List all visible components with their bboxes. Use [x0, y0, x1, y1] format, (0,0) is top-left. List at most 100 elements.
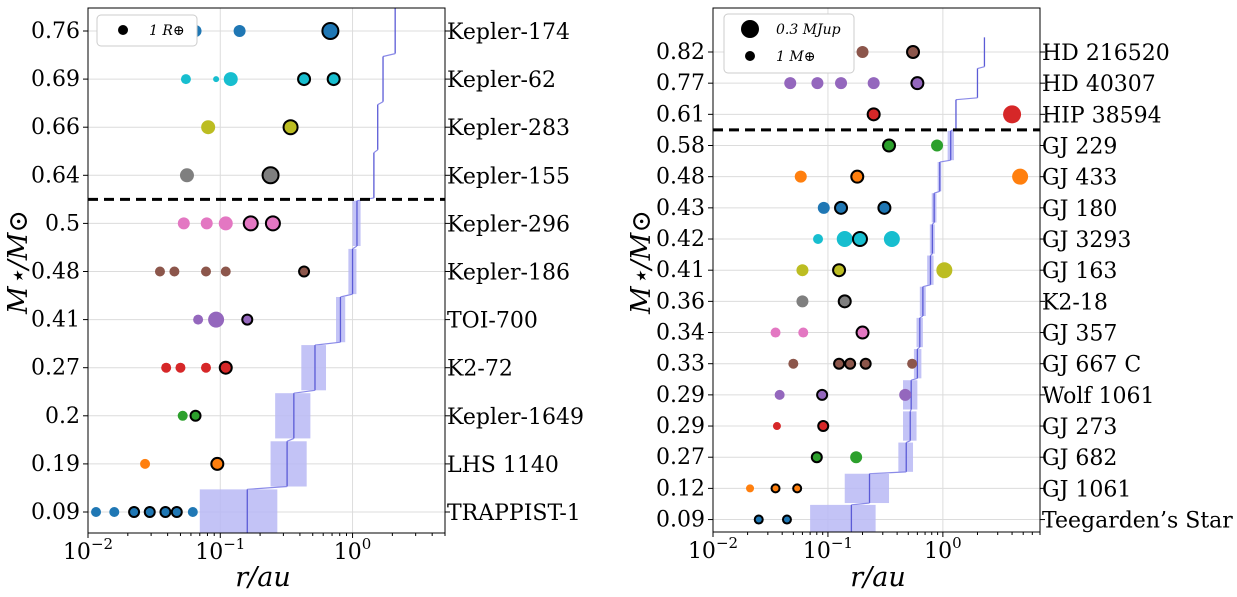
planet-marker-kepler-1649 [189, 409, 202, 422]
ytick-label: 0.76 [31, 19, 80, 44]
ytick-label: 0.77 [656, 71, 705, 96]
planet-marker-gj-163 [936, 262, 953, 279]
ytick-label: 0.27 [31, 356, 80, 381]
planet-marker-gj-3293 [883, 231, 900, 248]
ytick-label: 0.5 [45, 211, 80, 236]
ytick-label: 0.29 [656, 414, 705, 439]
planet-marker-gj-433 [794, 170, 807, 183]
planet-marker-toi-700 [193, 314, 204, 325]
planet-marker-lhs-1140 [140, 458, 151, 469]
xtick-label: 10−1 [195, 535, 245, 565]
planet-marker-gj-163 [832, 263, 847, 278]
planet-marker-gj-667-c [788, 358, 799, 369]
ytick-label: 0.69 [31, 67, 80, 92]
habitable-zone-connector [352, 245, 358, 250]
habitable-zone-connector [905, 440, 911, 444]
planet-marker-gj-180 [877, 200, 892, 215]
legend-label: 1 R⊕ [149, 23, 185, 39]
habitable-zone-connector [939, 159, 951, 163]
planet-marker-hip-38594 [1003, 105, 1022, 124]
planet-marker-gj-229 [931, 139, 944, 152]
planet-marker-gj-1061 [746, 484, 755, 493]
planet-marker-kepler-296 [218, 216, 233, 231]
habitable-zone-connector [293, 389, 316, 394]
planet-marker-kepler-186 [154, 266, 165, 277]
system-label-k2-72: K2-72 [447, 357, 513, 382]
planet-marker-gj-682 [810, 451, 823, 464]
x-axis-label: r/au [235, 562, 291, 593]
planet-marker-kepler-296 [242, 215, 259, 232]
ytick-label: 0.48 [31, 260, 80, 285]
planet-marker-k2-18 [796, 295, 809, 308]
planet-marker-kepler-186 [298, 265, 311, 278]
xtick-label: 10−2 [688, 534, 738, 564]
gridlines [713, 8, 1040, 532]
system-label-wolf-1061: Wolf 1061 [1042, 384, 1155, 409]
planet-marker-gj-667-c [859, 357, 872, 370]
habitable-zone-trappist-1 [199, 489, 278, 533]
system-label-gj-229: GJ 229 [1042, 135, 1117, 160]
xtick-label: 100 [924, 534, 962, 564]
system-label-gj-682: GJ 682 [1042, 446, 1117, 471]
planet-marker-toi-700 [208, 311, 225, 328]
planet-marker-kepler-174 [321, 22, 340, 40]
planet-marker-hd-40307 [784, 77, 797, 90]
chart-panel-1: 0.76 Kepler-174 0.69 Kepler-62 0.66 Kepler-28… [3, 7, 584, 593]
system-label-hip-38594: HIP 38594 [1042, 103, 1162, 128]
ytick-label: 0.12 [656, 476, 705, 501]
planet-marker-gj-433 [850, 169, 865, 184]
habitable-zone-connector [382, 53, 396, 58]
ytick-label: 0.41 [656, 258, 705, 283]
planet-marker-gj-180 [817, 201, 830, 214]
system-label-hd-216520: HD 216520 [1042, 41, 1170, 66]
planet-marker-hd-40307 [867, 77, 880, 90]
system-label-gj-1061: GJ 1061 [1042, 477, 1131, 502]
ytick-label: 0.29 [656, 383, 705, 408]
planet-marker-kepler-62 [223, 72, 238, 87]
x-axis-label: r/au [850, 562, 906, 593]
planet-marker-gj-180 [834, 200, 849, 215]
habitable-zone-connector [247, 485, 288, 490]
habitable-zone-connector [314, 341, 341, 346]
planet-marker-kepler-296 [264, 215, 281, 232]
planet-marker-gj-1061 [770, 483, 781, 494]
system-label-gj-357: GJ 357 [1042, 322, 1117, 347]
habitable-zone-connector [851, 502, 870, 506]
xtick-label: 10−1 [803, 534, 853, 564]
ytick-label: 0.66 [31, 115, 80, 140]
ytick-label: 0.48 [656, 165, 705, 190]
system-label-kepler-174: Kepler-174 [447, 20, 570, 45]
planet-marker-kepler-62 [180, 74, 191, 85]
ytick-label: 0.09 [656, 508, 705, 533]
planet-marker-kepler-1649 [177, 410, 188, 421]
planet-marker-teegarden-s-star [753, 514, 764, 525]
system-label-kepler-62: Kepler-62 [447, 68, 556, 93]
ytick-label: 0.43 [656, 196, 705, 221]
planet-marker-hd-216520 [906, 45, 921, 59]
planet-marker-gj-273 [817, 420, 830, 433]
planets [91, 22, 341, 518]
planet-marker-trappist-1 [187, 507, 198, 517]
planet-marker-kepler-174 [233, 25, 246, 37]
planet-marker-hd-40307 [910, 76, 925, 91]
planet-marker-kepler-62 [297, 72, 312, 87]
legend-box [96, 14, 198, 47]
habitable-zones [810, 37, 986, 532]
planet-marker-kepler-283 [201, 120, 216, 135]
habitable-zone-connector [931, 222, 935, 225]
system-label-gj-433: GJ 433 [1042, 166, 1117, 191]
ytick-label: 0.61 [656, 102, 705, 127]
ytick-label: 0.19 [31, 452, 80, 477]
planet-marker-gj-357 [798, 327, 809, 338]
ytick-label: 0.42 [656, 227, 705, 252]
ytick-label: 0.64 [31, 163, 80, 188]
system-label-kepler-155: Kepler-155 [447, 164, 570, 189]
system-label-lhs-1140: LHS 1140 [447, 453, 559, 478]
planet-marker-kepler-155 [179, 168, 194, 183]
habitable-zone-connector [377, 101, 384, 106]
planet-marker-trappist-1 [109, 507, 120, 517]
planet-marker-kepler-283 [282, 119, 299, 136]
xtick-label: 100 [334, 535, 372, 565]
planet-marker-kepler-155 [261, 166, 280, 185]
planet-marker-kepler-186 [220, 266, 231, 277]
